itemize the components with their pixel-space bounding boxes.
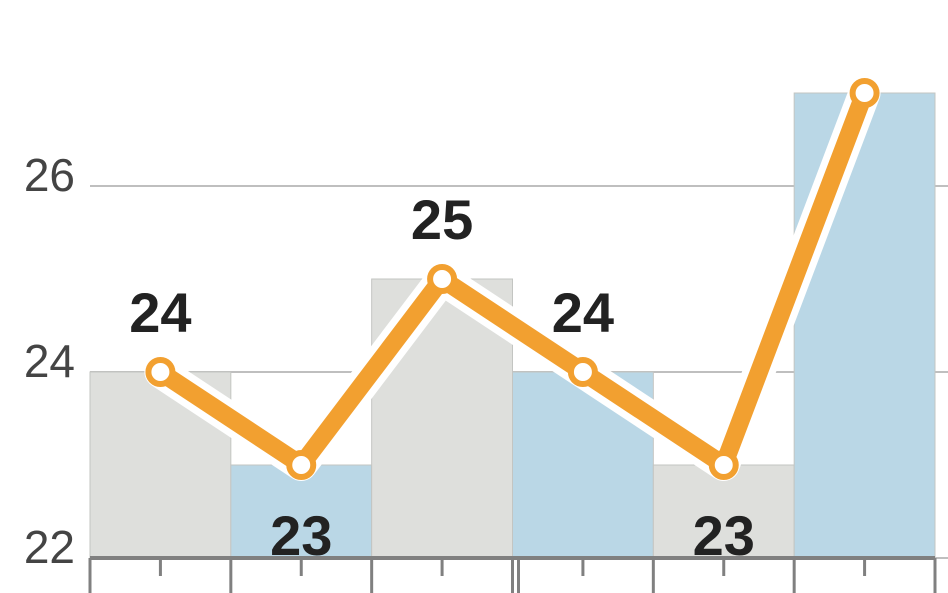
y-tick-label: 24 xyxy=(24,335,75,387)
value-label: 23 xyxy=(270,504,332,567)
bar xyxy=(794,93,935,558)
line-marker xyxy=(571,360,595,384)
line-marker xyxy=(430,267,454,291)
y-tick-label: 22 xyxy=(24,521,75,573)
chart-container: 22 24 26 24 23 25 24 23 xyxy=(0,0,948,593)
value-label: 24 xyxy=(129,281,191,344)
line-marker xyxy=(148,360,172,384)
value-label: 23 xyxy=(693,504,755,567)
line-marker xyxy=(289,453,313,477)
chart-svg: 22 24 26 24 23 25 24 23 xyxy=(0,0,948,593)
value-label: 24 xyxy=(552,281,614,344)
y-tick-label: 26 xyxy=(24,149,75,201)
line-marker xyxy=(853,81,877,105)
line-marker xyxy=(712,453,736,477)
value-label: 25 xyxy=(411,188,473,251)
